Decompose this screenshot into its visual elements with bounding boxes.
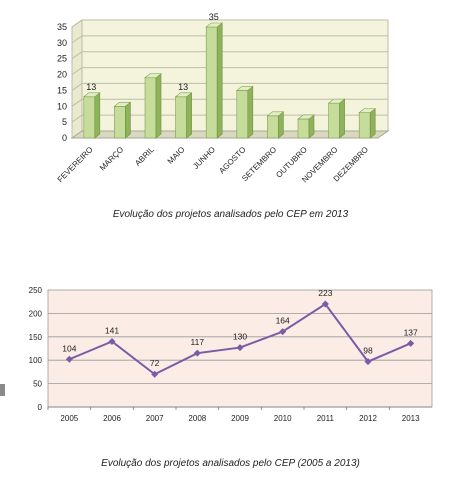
yearly-chart-caption: Evolução dos projetos analisados pelo CE…: [101, 458, 360, 469]
monthly-chart-caption: Evolução dos projetos analisados pelo CE…: [112, 209, 349, 220]
y-tick-label: 0: [38, 403, 43, 412]
data-label: 98: [363, 346, 373, 356]
data-label: 141: [105, 325, 119, 335]
y-tick-label: 150: [29, 333, 43, 342]
y-tick-label: 25: [57, 54, 67, 64]
y-tick-label: 30: [57, 38, 67, 48]
data-point: [108, 337, 116, 345]
x-tick-label: 2008: [188, 414, 206, 423]
data-label: 130: [233, 332, 247, 342]
data-label: 72: [150, 358, 160, 368]
x-tick-label: 2009: [231, 414, 249, 423]
bar-top: [113, 101, 132, 107]
y-tick-label: 200: [29, 309, 43, 318]
bar: [114, 105, 126, 139]
data-label: 13: [86, 82, 96, 92]
gridline: [71, 82, 388, 91]
bar: [297, 118, 310, 139]
y-tick-label: 100: [29, 356, 43, 365]
data-point: [364, 358, 372, 366]
data-point: [65, 355, 73, 363]
x-tick-label: ABRIL: [133, 145, 156, 168]
y-tick-label: 20: [57, 70, 67, 80]
bar: [144, 77, 157, 139]
x-tick-label: MARÇO: [98, 145, 125, 172]
bar: [83, 96, 96, 139]
bar-side: [125, 101, 131, 139]
data-point: [279, 328, 287, 336]
data-label: 13: [178, 82, 188, 92]
x-tick-label: 2007: [146, 414, 164, 423]
bar-side: [278, 111, 284, 139]
data-label: 223: [318, 288, 332, 298]
gridline: [71, 19, 388, 28]
bar: [267, 115, 279, 139]
bar: [358, 112, 371, 139]
x-tick-label: 2011: [317, 414, 335, 423]
bar-top: [297, 114, 315, 120]
y-tick-label: 10: [57, 101, 67, 111]
data-point: [151, 370, 159, 378]
x-tick-label: 2010: [274, 414, 292, 423]
bar-side: [186, 92, 192, 139]
bar: [236, 90, 249, 139]
x-tick-label: FEVEREIRO: [56, 145, 95, 184]
data-point: [236, 344, 244, 352]
bar-top: [235, 86, 254, 91]
y-tick-label: 50: [33, 380, 42, 389]
bar: [328, 102, 340, 139]
x-tick-label: 2012: [359, 414, 377, 423]
x-tick-label: JUNHO: [191, 145, 217, 171]
bar-side: [94, 92, 101, 139]
bar-top: [327, 98, 346, 104]
x-tick-label: 2006: [103, 414, 121, 423]
y-tick-label: 35: [57, 22, 67, 32]
data-label: 117: [191, 337, 205, 347]
bar-side: [155, 73, 162, 139]
gridline: [71, 114, 388, 123]
side-wall: [71, 19, 83, 139]
data-point: [193, 349, 201, 357]
bar-top: [174, 92, 193, 98]
data-label: 164: [276, 316, 290, 326]
y-tick-label: 15: [57, 85, 67, 95]
bar-side: [216, 22, 223, 139]
data-label: 104: [62, 343, 76, 353]
monthly-projects-bar-chart: 0 5 10 15 20 25 30 35 13 FEVEREIRO MARÇO ABRIL 13 MAI…: [56, 12, 390, 184]
bar-side: [369, 108, 376, 139]
gridline: [71, 67, 388, 75]
bar-top: [205, 22, 224, 28]
bar: [205, 26, 218, 139]
x-tick-label: MAIO: [166, 145, 187, 166]
y-tick-label: 5: [62, 117, 67, 127]
x-tick-label: AGOSTO: [217, 145, 247, 175]
bar-top: [144, 73, 162, 79]
bar-side: [339, 98, 345, 139]
data-point: [407, 339, 415, 347]
bar: [175, 96, 187, 139]
yearly-projects-line-chart: 0 50 100 150 200 250 104 2005 141 2006 72 2007 117 20…: [29, 286, 433, 423]
y-tick-label: 0: [62, 133, 67, 143]
gridline: [71, 35, 388, 44]
bar-top: [358, 108, 377, 113]
gridline: [71, 98, 388, 107]
data-point: [321, 300, 329, 308]
bar-side: [247, 85, 254, 139]
bar-top: [266, 111, 285, 117]
bar-top: [82, 92, 101, 98]
x-tick-label: 2005: [60, 414, 78, 423]
x-tick-label: 2013: [402, 414, 420, 423]
data-label: 35: [209, 12, 219, 22]
side-marker: [0, 384, 5, 396]
gridline: [71, 51, 388, 60]
data-label: 137: [404, 327, 418, 337]
y-tick-label: 250: [29, 286, 43, 295]
